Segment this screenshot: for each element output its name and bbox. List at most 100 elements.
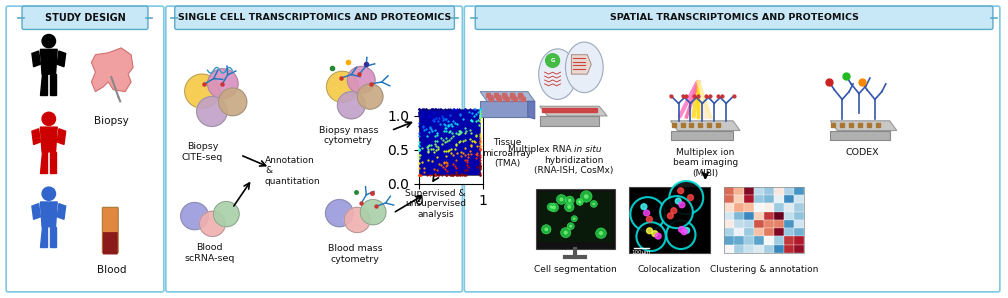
Bar	[629, 187, 711, 253]
Bar	[764, 237, 774, 245]
Bar	[724, 237, 734, 245]
Text: hybridization
(RNA-ISH, CosMx): hybridization (RNA-ISH, CosMx)	[533, 156, 613, 175]
Bar	[724, 195, 734, 204]
Bar	[744, 220, 754, 228]
Circle shape	[360, 200, 386, 225]
Bar	[793, 237, 803, 245]
Bar	[754, 187, 764, 195]
Bar	[793, 212, 803, 220]
Bar	[783, 220, 793, 228]
Circle shape	[660, 196, 692, 228]
Polygon shape	[670, 121, 740, 131]
FancyBboxPatch shape	[6, 6, 164, 292]
Circle shape	[327, 71, 358, 102]
Bar	[793, 220, 803, 228]
Circle shape	[559, 198, 563, 201]
Circle shape	[574, 218, 576, 220]
Circle shape	[549, 203, 558, 212]
Circle shape	[568, 199, 572, 202]
Polygon shape	[92, 48, 133, 92]
Bar	[734, 237, 744, 245]
Polygon shape	[57, 129, 66, 145]
Circle shape	[552, 206, 555, 209]
Bar	[764, 245, 774, 253]
Text: CODEX: CODEX	[845, 148, 879, 157]
Circle shape	[200, 211, 226, 237]
Circle shape	[563, 231, 568, 235]
Polygon shape	[50, 74, 55, 95]
Bar	[774, 195, 783, 204]
Polygon shape	[831, 131, 890, 140]
Polygon shape	[32, 204, 40, 219]
Bar	[541, 108, 597, 112]
Text: Cell segmentation: Cell segmentation	[534, 265, 617, 274]
Circle shape	[348, 66, 375, 94]
Bar	[783, 195, 793, 204]
Polygon shape	[539, 106, 607, 116]
Circle shape	[681, 229, 687, 235]
Circle shape	[568, 223, 575, 230]
Circle shape	[577, 199, 584, 205]
Bar	[724, 228, 734, 237]
Circle shape	[564, 202, 574, 212]
Circle shape	[630, 197, 665, 231]
Text: G: G	[550, 58, 554, 63]
Polygon shape	[528, 101, 534, 119]
Text: Biopsy: Biopsy	[94, 116, 129, 126]
Circle shape	[42, 35, 55, 48]
Text: Tissue
microarray
(TMA): Tissue microarray (TMA)	[483, 138, 531, 168]
Circle shape	[644, 210, 649, 216]
Circle shape	[549, 205, 552, 209]
Bar	[724, 220, 734, 228]
Bar	[724, 245, 734, 253]
Bar	[724, 187, 734, 195]
Circle shape	[667, 213, 673, 219]
Polygon shape	[480, 92, 534, 101]
Text: in situ: in situ	[575, 145, 602, 154]
Text: STUDY DESIGN: STUDY DESIGN	[44, 13, 125, 23]
Bar	[783, 228, 793, 237]
Circle shape	[576, 198, 583, 205]
Text: Blood mass
cytometry: Blood mass cytometry	[328, 244, 383, 264]
Bar	[764, 204, 774, 212]
Bar	[783, 204, 793, 212]
Polygon shape	[40, 49, 57, 74]
Bar	[754, 237, 764, 245]
FancyBboxPatch shape	[465, 6, 1000, 292]
Bar	[774, 187, 783, 195]
Text: Colocalization: Colocalization	[638, 265, 702, 274]
Bar	[783, 237, 793, 245]
Circle shape	[547, 203, 555, 211]
Circle shape	[596, 228, 607, 238]
Bar	[783, 212, 793, 220]
Circle shape	[584, 194, 589, 199]
Circle shape	[208, 69, 238, 99]
Circle shape	[219, 88, 247, 116]
Circle shape	[338, 92, 365, 119]
Bar	[744, 237, 754, 245]
Polygon shape	[40, 152, 47, 173]
Bar	[793, 187, 803, 195]
Circle shape	[687, 195, 694, 201]
Text: Blood
scRNA-seq: Blood scRNA-seq	[184, 243, 235, 263]
Bar	[724, 204, 734, 212]
Bar	[754, 212, 764, 220]
Text: Supervised &
unsupervised
analysis: Supervised & unsupervised analysis	[405, 189, 466, 219]
Bar	[774, 228, 783, 237]
Circle shape	[180, 202, 209, 230]
Polygon shape	[32, 51, 40, 67]
Circle shape	[636, 222, 666, 251]
Bar	[764, 228, 774, 237]
Circle shape	[560, 228, 571, 238]
Circle shape	[591, 201, 598, 207]
Circle shape	[42, 187, 55, 200]
Text: Multiplex RNA: Multiplex RNA	[508, 145, 575, 154]
FancyBboxPatch shape	[103, 207, 118, 253]
Bar	[774, 220, 783, 228]
Text: Clustering & annotation: Clustering & annotation	[710, 265, 818, 274]
Circle shape	[565, 196, 575, 205]
Bar	[754, 220, 764, 228]
Circle shape	[671, 208, 676, 214]
Circle shape	[646, 228, 652, 234]
Circle shape	[345, 207, 370, 233]
